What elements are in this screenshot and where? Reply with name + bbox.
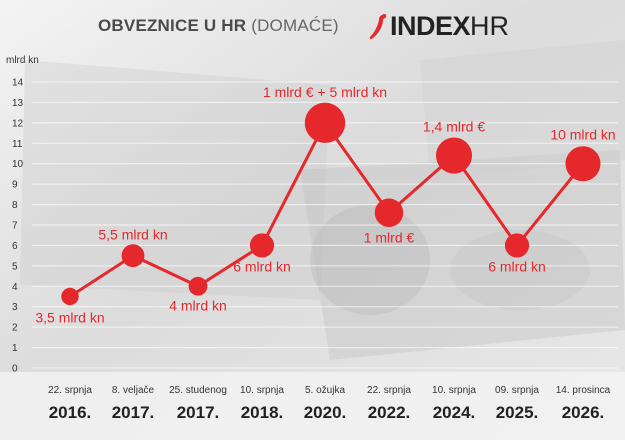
y-tick-label: 9 bbox=[12, 180, 18, 191]
y-tick-label: 5 bbox=[12, 261, 18, 272]
y-tick-label: 3 bbox=[12, 302, 18, 313]
x-tick-date: 25. studenog bbox=[169, 385, 227, 396]
title-subtitle: (DOMAĆE) bbox=[251, 16, 339, 35]
data-point bbox=[304, 102, 346, 144]
y-axis-label: mlrd kn bbox=[6, 55, 39, 66]
x-tick-year: 2026. bbox=[562, 403, 605, 422]
data-point bbox=[374, 198, 404, 228]
data-point bbox=[565, 146, 601, 182]
x-tick-year: 2025. bbox=[496, 403, 539, 422]
y-tick-label: 14 bbox=[12, 78, 24, 89]
data-label: 1 mlrd € + 5 mlrd kn bbox=[263, 84, 387, 100]
data-points bbox=[61, 102, 601, 306]
y-tick-label: 0 bbox=[12, 364, 18, 375]
logo-hr-text: HR bbox=[470, 11, 510, 41]
x-tick-year: 2016. bbox=[49, 403, 92, 422]
data-labels: 3,5 mlrd kn 5,5 mlrd kn 4 mlrd kn 6 mlrd kn… bbox=[35, 84, 615, 326]
title-bold: OBVEZNICE U HR bbox=[98, 16, 247, 35]
x-tick-date: 14. prosinca bbox=[556, 385, 611, 396]
index-hr-logo: INDEX HR bbox=[368, 11, 509, 42]
data-label: 6 mlrd kn bbox=[488, 258, 546, 274]
logo-index-text: INDEX bbox=[390, 11, 471, 41]
x-tick-date: 09. srpnja bbox=[495, 385, 539, 396]
x-tick-year: 2024. bbox=[433, 403, 476, 422]
data-label: 4 mlrd kn bbox=[169, 297, 227, 313]
y-tick-label: 4 bbox=[12, 282, 18, 293]
y-tick-label: 6 bbox=[12, 241, 18, 252]
x-tick-date: 5. ožujka bbox=[305, 385, 345, 396]
chili-icon bbox=[369, 13, 387, 39]
x-tick-date: 22. srpnja bbox=[48, 385, 92, 396]
x-tick-date: 22. srpnja bbox=[367, 385, 411, 396]
x-tick-year: 2022. bbox=[368, 403, 411, 422]
x-tick-labels: 22. srpnja 2016. 8. veljače 2017. 25. studen… bbox=[48, 385, 611, 422]
data-label: 3,5 mlrd kn bbox=[35, 310, 104, 326]
y-tick-label: 10 bbox=[12, 159, 24, 170]
data-label: 1 mlrd € bbox=[364, 230, 415, 246]
data-point bbox=[188, 276, 208, 296]
chart-title: OBVEZNICE U HR (DOMAĆE) bbox=[98, 16, 339, 36]
x-tick-date: 8. veljače bbox=[112, 385, 155, 396]
y-tick-label: 7 bbox=[12, 221, 18, 232]
y-tick-label: 2 bbox=[12, 323, 18, 334]
x-tick-year: 2018. bbox=[241, 403, 284, 422]
data-label: 6 mlrd kn bbox=[233, 258, 291, 274]
data-label: 5,5 mlrd kn bbox=[98, 227, 167, 243]
y-tick-label: 11 bbox=[12, 139, 23, 150]
x-tick-year: 2017. bbox=[177, 403, 220, 422]
y-tick-label: 8 bbox=[12, 200, 18, 211]
x-tick-date: 10. srpnja bbox=[432, 385, 476, 396]
x-tick-year: 2017. bbox=[112, 403, 155, 422]
data-point bbox=[504, 233, 530, 258]
data-point bbox=[249, 233, 275, 258]
y-tick-label: 13 bbox=[12, 98, 24, 109]
x-tick-year: 2020. bbox=[304, 403, 347, 422]
data-point bbox=[435, 137, 473, 174]
data-label: 10 mlrd kn bbox=[550, 127, 615, 143]
y-tick-label: 1 bbox=[12, 343, 18, 354]
data-point bbox=[61, 287, 79, 306]
data-point bbox=[121, 244, 145, 268]
data-label: 1,4 mlrd € bbox=[423, 119, 485, 135]
x-tick-date: 10. srpnja bbox=[240, 385, 284, 396]
y-tick-label: 12 bbox=[12, 118, 24, 129]
